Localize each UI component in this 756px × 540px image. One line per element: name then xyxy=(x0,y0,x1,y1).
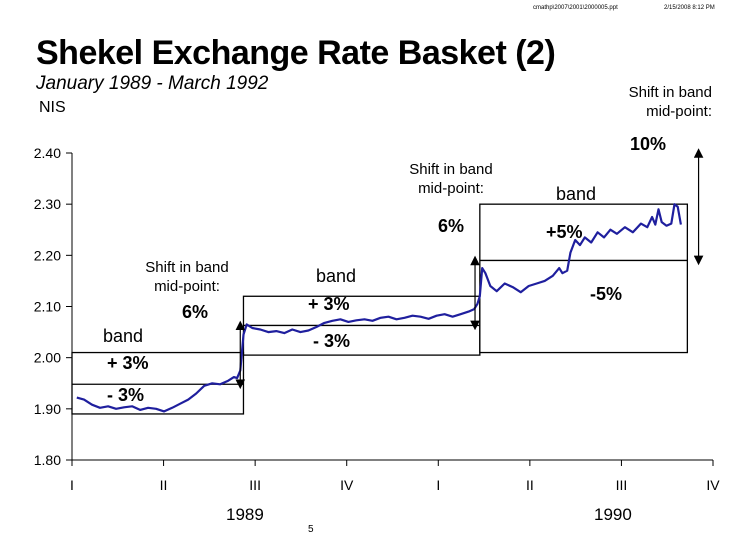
header-path: cmathp\2007\2001\2000005.ppt xyxy=(533,5,618,11)
x-tick-label: IV xyxy=(706,477,720,493)
band2-minus: - 3% xyxy=(313,331,351,351)
y-tick-label: 2.30 xyxy=(34,196,61,212)
band3-label: band xyxy=(556,184,597,204)
series-line xyxy=(76,203,682,413)
band-rect xyxy=(479,203,689,354)
header-date: 2/15/2008 8:12 PM xyxy=(664,5,715,11)
x-tick-label: II xyxy=(160,477,168,493)
y-tick-label: 2.00 xyxy=(34,350,61,366)
y-tick-label: 2.20 xyxy=(34,247,61,263)
band2-label: band xyxy=(316,266,357,286)
y-tick-label: 1.80 xyxy=(34,452,61,468)
band1-label: band xyxy=(103,326,144,346)
shift3-pct: 10% xyxy=(630,134,667,154)
shift3-label: Shift in band mid-point: xyxy=(628,84,712,120)
y-tick-label: 2.10 xyxy=(34,299,61,315)
band3-minus: -5% xyxy=(590,284,623,304)
y-axis-unit: NIS xyxy=(39,99,66,116)
x-tick-label: I xyxy=(436,477,440,493)
year-label-1989: 1989 xyxy=(226,505,264,524)
shift2-label: Shift in band mid-point: xyxy=(409,161,493,197)
page-number: 5 xyxy=(308,524,314,535)
shift1-label: Shift in band mid-point: xyxy=(145,259,229,295)
x-tick-label: II xyxy=(526,477,534,493)
shift2-pct: 6% xyxy=(438,216,465,236)
y-tick-label: 1.90 xyxy=(34,401,61,417)
y-tick-label: 2.40 xyxy=(34,145,61,161)
x-tick-label: III xyxy=(249,477,261,493)
band2-plus: + 3% xyxy=(308,294,350,314)
shift1-pct: 6% xyxy=(182,302,209,322)
chart-title: Shekel Exchange Rate Basket (2) xyxy=(36,34,556,72)
band3-plus: +5% xyxy=(546,222,583,242)
x-tick-label: III xyxy=(616,477,628,493)
year-label-1990: 1990 xyxy=(594,505,632,524)
band1-minus: - 3% xyxy=(107,385,145,405)
x-tick-label: IV xyxy=(340,477,354,493)
chart-subtitle: January 1989 - March 1992 xyxy=(36,73,269,94)
x-tick-label: I xyxy=(70,477,74,493)
band1-plus: + 3% xyxy=(107,353,149,373)
